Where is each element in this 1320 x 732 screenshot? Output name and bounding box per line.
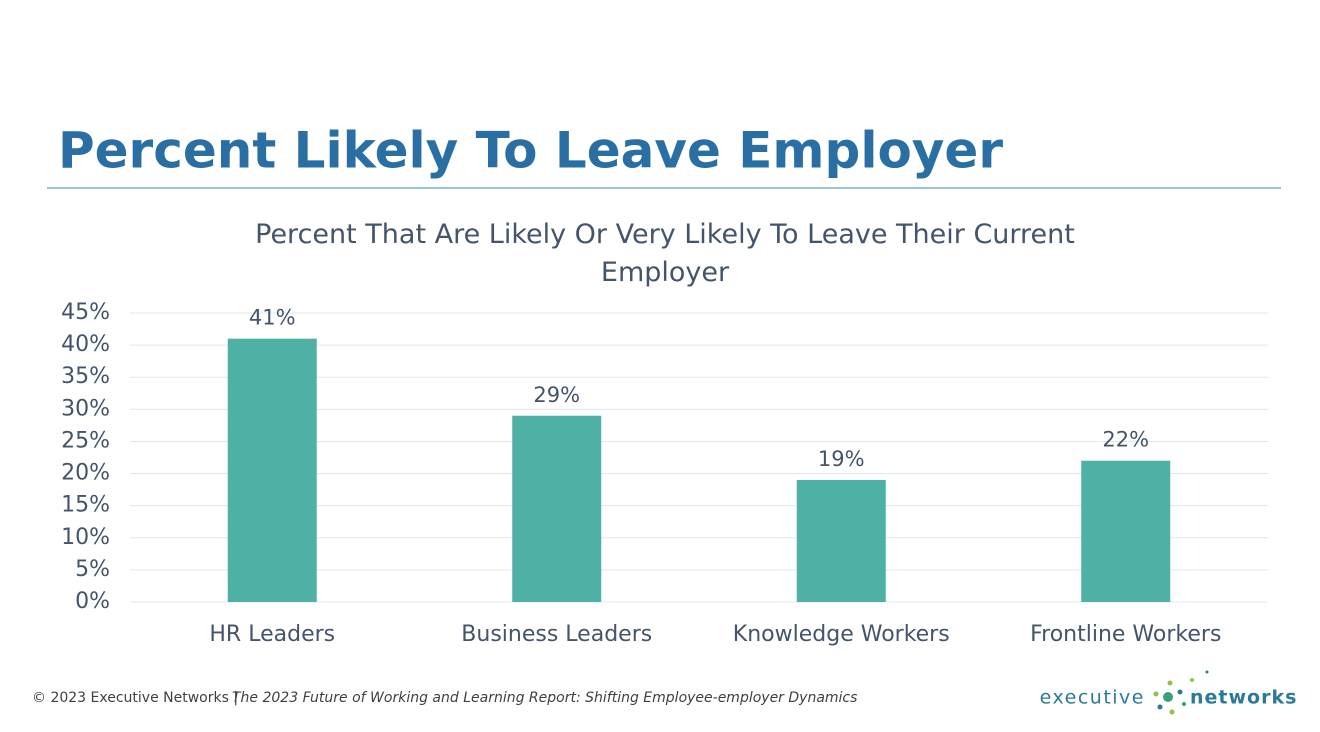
y-tick-label: 40%: [61, 332, 110, 357]
footer-report: The 2023 Future of Working and Learning …: [232, 690, 857, 706]
logo-right: networks: [1190, 687, 1297, 709]
logo-left: executive: [1040, 687, 1145, 709]
logo-dot: [1169, 709, 1175, 715]
data-label: 19%: [818, 447, 865, 471]
x-tick-label: Knowledge Workers: [733, 622, 950, 647]
logo-dot: [1157, 704, 1163, 710]
bar: [796, 479, 886, 602]
logo-dot: [1205, 670, 1209, 674]
data-label: 41%: [249, 306, 296, 330]
footer-copyright: © 2023 Executive Networks |: [32, 690, 238, 706]
y-tick-label: 45%: [61, 300, 110, 325]
y-tick-label: 5%: [75, 557, 110, 582]
y-tick-label: 30%: [61, 396, 110, 421]
y-tick-label: 10%: [61, 525, 110, 550]
logo-dot: [1190, 678, 1194, 682]
y-tick-label: 25%: [61, 428, 110, 453]
logo-dot: [1167, 680, 1173, 686]
chart-title: Percent That Are Likely Or Very Likely T…: [255, 219, 1075, 288]
bar: [227, 338, 317, 602]
y-tick-label: 15%: [61, 493, 110, 518]
logo-dot: [1163, 692, 1173, 702]
bar: [1081, 460, 1171, 602]
logo-dot: [1182, 702, 1186, 706]
x-tick-label: HR Leaders: [209, 622, 335, 647]
y-tick-label: 0%: [75, 589, 110, 614]
x-tick-label: Frontline Workers: [1030, 622, 1221, 647]
bar: [512, 415, 602, 602]
y-tick-label: 20%: [61, 461, 110, 486]
logo-dot: [1153, 691, 1159, 697]
slide-title: Percent Likely To Leave Employer: [58, 122, 1003, 180]
y-tick-label: 35%: [61, 364, 110, 389]
data-label: 29%: [533, 383, 580, 407]
logo: executive networks: [1040, 670, 1297, 715]
data-label: 22%: [1102, 428, 1149, 452]
logo-dot: [1177, 689, 1183, 695]
x-tick-label: Business Leaders: [461, 622, 652, 647]
